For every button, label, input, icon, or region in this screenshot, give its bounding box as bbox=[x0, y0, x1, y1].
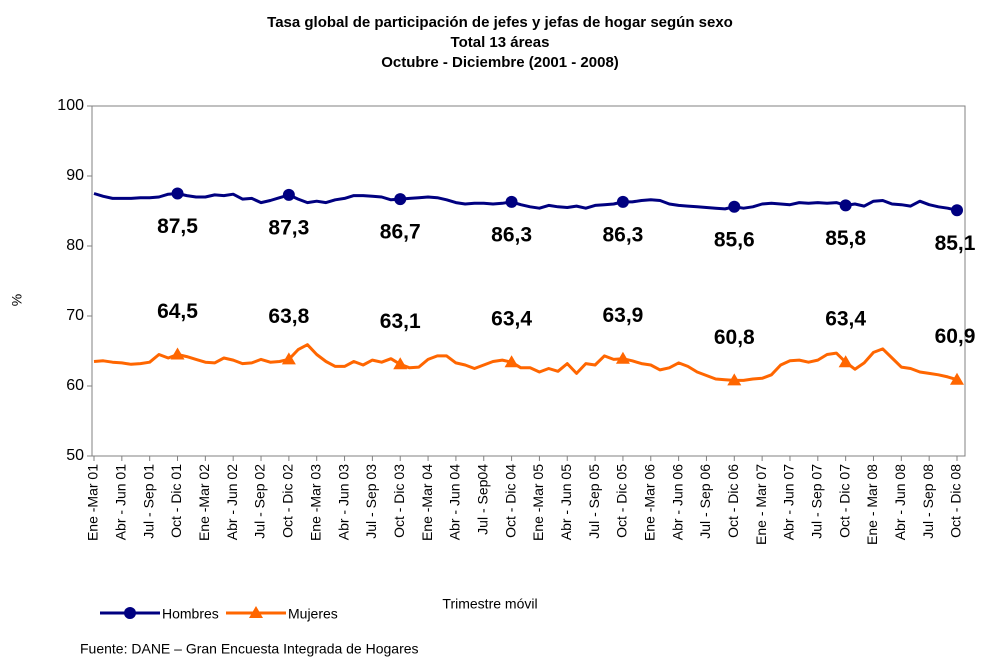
data-label: 60,8 bbox=[714, 326, 755, 349]
x-tick-label: Oct - Dic 01 bbox=[168, 464, 184, 538]
x-tick-label: Abr - Jun 04 bbox=[447, 464, 463, 540]
point-marker bbox=[728, 200, 741, 213]
data-label: 63,4 bbox=[825, 308, 866, 331]
legend-label: Mujeres bbox=[288, 606, 338, 622]
x-tick-label: Abr - Jun 01 bbox=[113, 464, 129, 540]
y-tick-label: 50 bbox=[66, 447, 84, 464]
point-marker bbox=[615, 351, 630, 364]
source-note: Fuente: DANE – Gran Encuesta Integrada d… bbox=[80, 641, 419, 657]
legend-marker bbox=[249, 606, 263, 618]
x-tick-label: Oct - Dic 08 bbox=[948, 464, 964, 538]
x-tick-label: Ene -Mar 01 bbox=[85, 464, 101, 541]
y-tick-label: 80 bbox=[66, 237, 84, 254]
x-axis-title: Trimestre móvil bbox=[442, 596, 537, 612]
x-tick-label: Jul - Sep 05 bbox=[586, 464, 602, 539]
x-tick-label: Ene - Mar 07 bbox=[753, 464, 769, 545]
x-tick-label: Abr - Jun 03 bbox=[335, 464, 351, 540]
plot-frame bbox=[91, 105, 966, 457]
y-tick-label: 90 bbox=[66, 167, 84, 184]
x-tick-label: Ene -Mar 06 bbox=[641, 464, 657, 541]
point-marker bbox=[951, 204, 963, 217]
x-tick-label: Jul - Sep 07 bbox=[809, 464, 825, 539]
x-tick-label: Abr - Jun 06 bbox=[669, 464, 685, 540]
x-tick-label: Abr - Jun 08 bbox=[892, 464, 908, 540]
chart-title: Tasa global de participación de jefes y … bbox=[267, 14, 733, 31]
point-marker bbox=[838, 355, 853, 368]
x-tick-label: Jul - Sep 06 bbox=[697, 464, 713, 539]
data-label: 86,7 bbox=[380, 221, 421, 244]
data-label: 64,5 bbox=[157, 300, 198, 323]
y-axis-title: % bbox=[9, 294, 25, 306]
x-tick-label: Ene -Mar 02 bbox=[196, 464, 212, 541]
x-tick-label: Ene -Mar 04 bbox=[419, 464, 435, 541]
x-tick-label: Jul - Sep 08 bbox=[920, 464, 936, 539]
data-label: 85,8 bbox=[825, 227, 866, 250]
point-marker bbox=[393, 357, 408, 370]
point-marker bbox=[839, 199, 852, 212]
point-marker bbox=[616, 195, 629, 208]
point-marker bbox=[282, 188, 295, 201]
legend-label: Hombres bbox=[162, 606, 219, 622]
point-marker bbox=[171, 187, 184, 200]
series-line bbox=[93, 192, 958, 212]
x-tick-label: Oct - Dic 03 bbox=[391, 464, 407, 538]
x-tick-label: Oct - Dic 06 bbox=[725, 464, 741, 538]
legend-marker bbox=[124, 607, 136, 619]
data-label: 63,1 bbox=[380, 310, 421, 333]
data-label: 86,3 bbox=[602, 223, 643, 246]
data-label: 63,4 bbox=[491, 308, 532, 331]
y-tick-label: 60 bbox=[66, 377, 84, 394]
x-tick-label: Oct - Dic 02 bbox=[280, 464, 296, 538]
chart-subtitle: Octubre - Diciembre (2001 - 2008) bbox=[381, 54, 619, 71]
point-marker bbox=[281, 352, 296, 365]
point-marker bbox=[170, 347, 185, 360]
data-label: 87,3 bbox=[268, 216, 309, 239]
x-tick-label: Abr - Jun 02 bbox=[224, 464, 240, 540]
x-tick-label: Oct - Dic 04 bbox=[502, 464, 518, 538]
point-marker bbox=[504, 355, 519, 368]
x-tick-label: Ene - Mar 08 bbox=[864, 464, 880, 545]
data-label: 63,9 bbox=[602, 304, 643, 327]
y-tick-label: 100 bbox=[57, 97, 84, 114]
x-tick-label: Oct - Dic 07 bbox=[836, 464, 852, 538]
data-label: 85,6 bbox=[714, 228, 755, 251]
x-tick-label: Jul - Sep 01 bbox=[140, 464, 156, 539]
point-marker bbox=[394, 193, 407, 206]
series-line bbox=[93, 343, 958, 382]
data-label: 86,3 bbox=[491, 223, 532, 246]
data-label: 87,5 bbox=[157, 215, 198, 238]
x-tick-label: Ene -Mar 03 bbox=[307, 464, 323, 541]
x-tick-label: Jul - Sep04 bbox=[474, 464, 490, 535]
point-marker bbox=[950, 372, 964, 385]
data-label: 85,1 bbox=[935, 232, 976, 255]
x-tick-label: Ene -Mar 05 bbox=[530, 464, 546, 541]
data-label: 63,8 bbox=[268, 305, 309, 328]
x-tick-label: Abr - Jun 07 bbox=[781, 464, 797, 540]
chart-subtitle: Total 13 áreas bbox=[451, 34, 550, 51]
x-tick-label: Jul - Sep 03 bbox=[363, 464, 379, 539]
point-marker bbox=[505, 195, 518, 208]
x-tick-label: Abr - Jun 05 bbox=[558, 464, 574, 540]
x-tick-label: Jul - Sep 02 bbox=[252, 464, 268, 539]
x-tick-label: Oct - Dic 05 bbox=[614, 464, 630, 538]
point-marker bbox=[727, 373, 742, 386]
data-label: 60,9 bbox=[935, 325, 976, 348]
y-tick-label: 70 bbox=[66, 307, 84, 324]
